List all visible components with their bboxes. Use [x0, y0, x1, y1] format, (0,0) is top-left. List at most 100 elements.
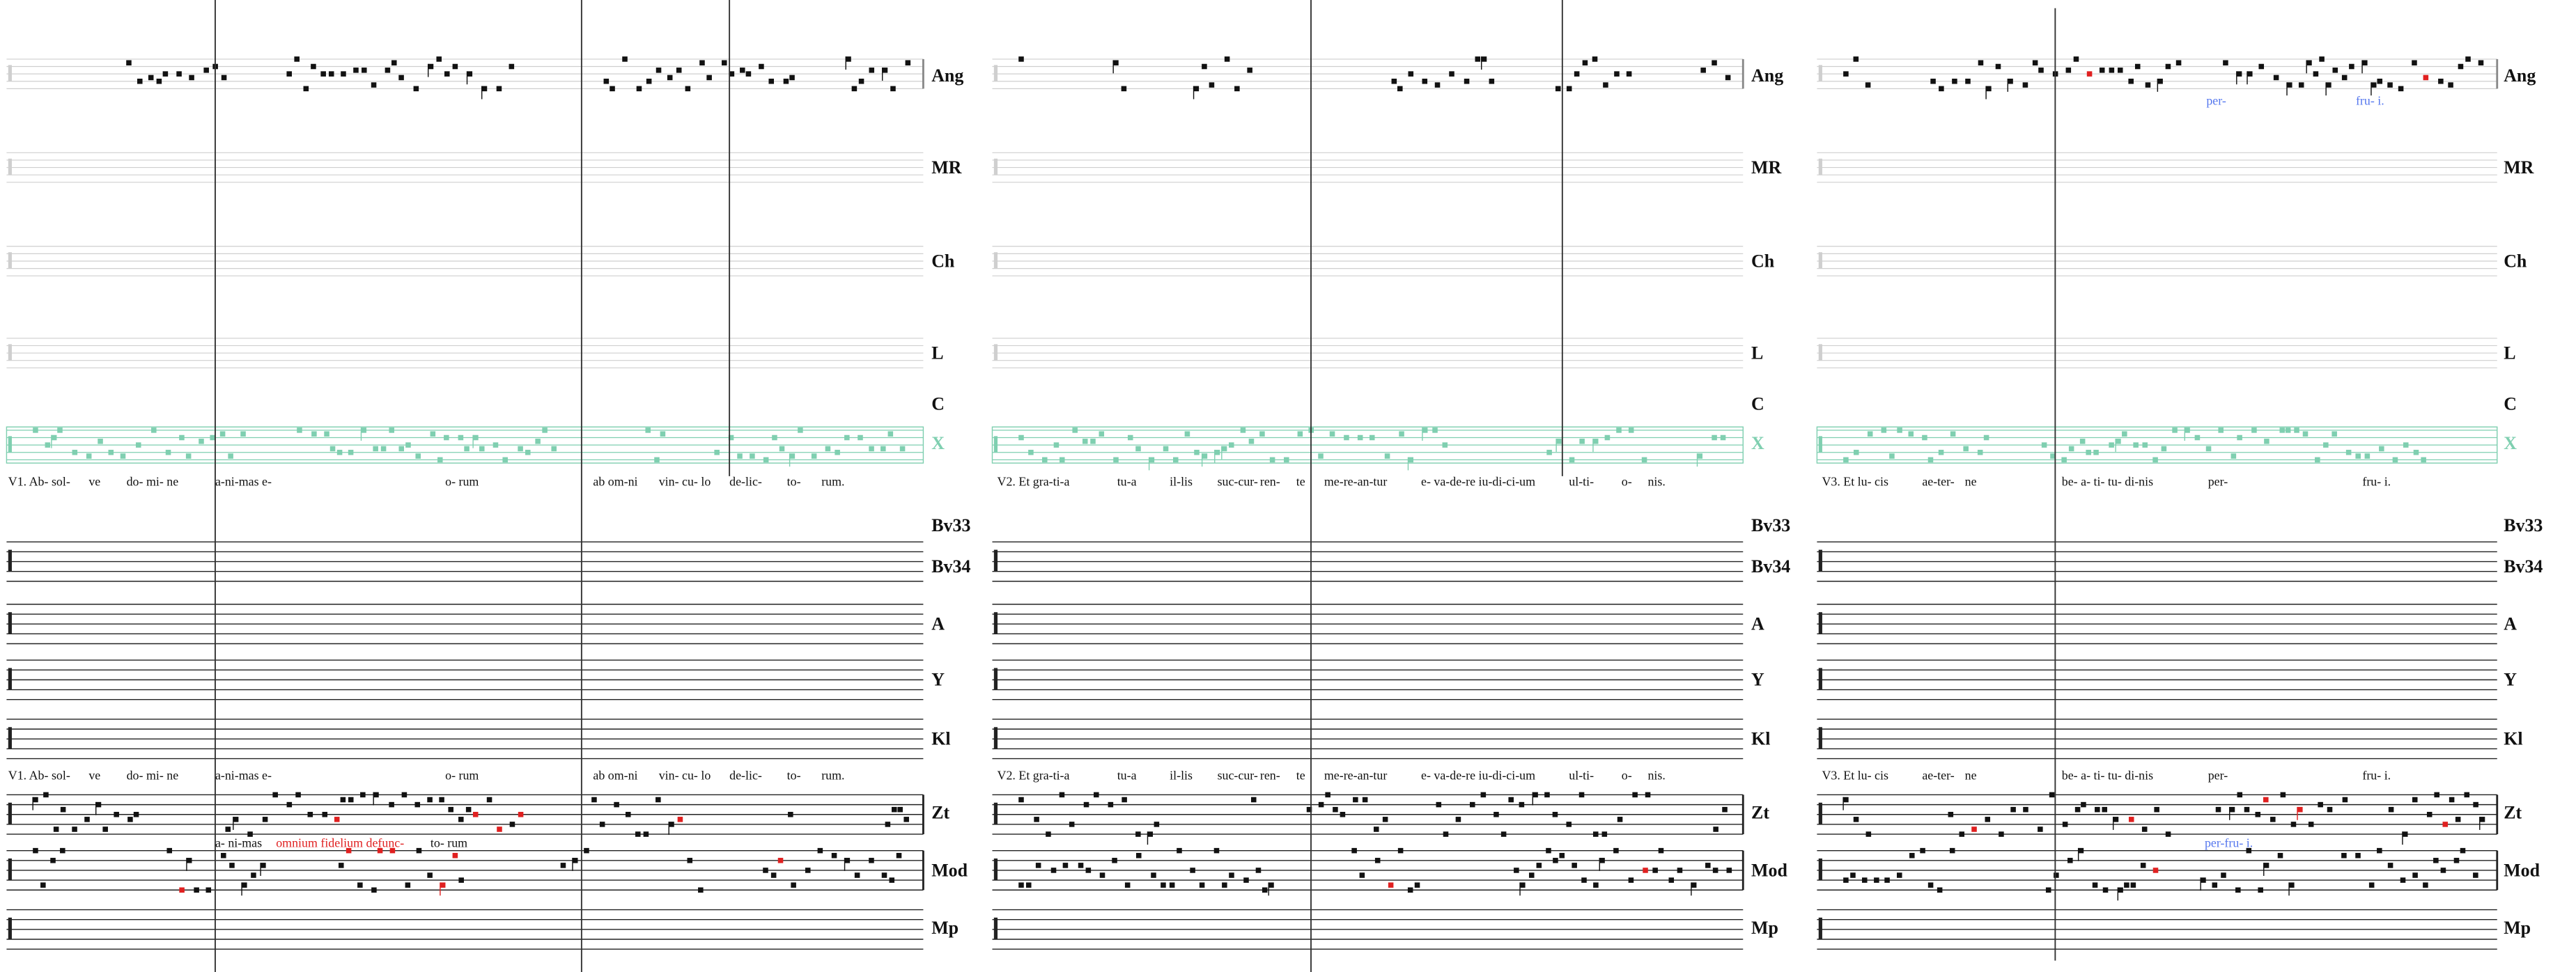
lyric: ae-ter- — [1922, 769, 1954, 783]
clef — [1818, 727, 1822, 749]
note — [1854, 449, 1859, 455]
note — [33, 797, 38, 803]
note — [1601, 831, 1608, 837]
note — [687, 858, 693, 863]
note — [389, 801, 394, 808]
lyric: rum. — [821, 769, 844, 783]
note — [635, 831, 641, 837]
note — [1353, 797, 1358, 803]
note — [43, 792, 49, 798]
note — [1574, 71, 1580, 77]
note — [1643, 868, 1648, 873]
note — [1520, 882, 1526, 888]
lyric: ne — [1965, 769, 1977, 783]
note — [1865, 82, 1871, 88]
lyric: suc-cur- — [1218, 474, 1258, 488]
note — [479, 446, 485, 452]
lyric: e- va-de-re iu-di-ci-um — [1421, 769, 1535, 783]
note — [835, 449, 840, 455]
note — [1213, 847, 1220, 854]
clef — [993, 612, 998, 634]
clef — [1818, 344, 1822, 361]
note — [525, 449, 531, 455]
note — [897, 806, 903, 813]
clef — [8, 668, 12, 690]
note — [458, 817, 464, 822]
note — [789, 75, 795, 81]
lyric: V2. Et gra-ti-a — [998, 769, 1070, 783]
note — [1329, 431, 1335, 437]
note — [1018, 434, 1024, 441]
note — [2287, 82, 2292, 88]
clef — [8, 252, 12, 269]
note — [1533, 792, 1538, 798]
note — [655, 68, 662, 73]
note — [551, 446, 557, 452]
note — [1407, 887, 1413, 893]
note — [95, 801, 102, 808]
lyric: vin- cu- lo — [659, 769, 711, 783]
note — [324, 431, 329, 437]
note — [2400, 877, 2406, 883]
note — [768, 78, 775, 84]
note — [2355, 453, 2361, 459]
note — [2109, 442, 2114, 448]
note — [2152, 457, 2158, 463]
note — [1113, 60, 1119, 65]
note — [398, 446, 405, 452]
clef — [1818, 549, 1822, 572]
note — [1712, 868, 1718, 873]
lyric: il-lis — [1170, 769, 1193, 783]
lyric: ne — [1965, 474, 1977, 488]
note — [881, 872, 887, 878]
note — [706, 75, 712, 81]
note — [2302, 431, 2309, 437]
note — [1546, 847, 1551, 854]
note — [603, 78, 610, 84]
note — [452, 63, 458, 70]
note — [1566, 822, 1572, 827]
note — [1306, 806, 1312, 813]
note — [162, 71, 169, 77]
clef — [1818, 802, 1822, 824]
note — [1042, 457, 1048, 463]
note — [1408, 457, 1414, 463]
clef — [8, 727, 12, 749]
note — [1243, 877, 1249, 883]
note — [373, 446, 378, 452]
note — [72, 449, 78, 455]
note — [189, 75, 194, 81]
mod-text: omnium fidelium defunc- — [276, 836, 404, 849]
lyric: to- — [787, 769, 801, 783]
note — [40, 882, 46, 888]
x-box — [991, 426, 1744, 464]
note — [1414, 882, 1420, 888]
note — [1384, 453, 1390, 459]
note — [779, 446, 785, 452]
note — [887, 431, 894, 437]
note — [2152, 868, 2159, 873]
note — [133, 811, 139, 817]
note — [1874, 877, 1879, 883]
note — [2279, 428, 2286, 433]
note — [2289, 882, 2295, 888]
note — [414, 801, 421, 808]
note — [854, 872, 860, 878]
note — [262, 817, 268, 822]
note — [1422, 78, 1428, 84]
note — [1528, 872, 1535, 878]
note — [1604, 434, 1611, 441]
note — [1480, 792, 1487, 798]
note — [166, 847, 173, 854]
note — [84, 817, 90, 822]
note — [2308, 822, 2314, 827]
score-body: AngMRChLCXBv33Bv34AYKlZtModMpAngMRChLCXB… — [6, 0, 2543, 972]
note — [127, 817, 133, 822]
note — [1083, 801, 1089, 808]
note — [1464, 78, 1470, 84]
note — [811, 453, 817, 459]
note — [2280, 792, 2286, 798]
note — [60, 806, 66, 813]
note — [2341, 852, 2347, 859]
note — [1369, 434, 1375, 441]
